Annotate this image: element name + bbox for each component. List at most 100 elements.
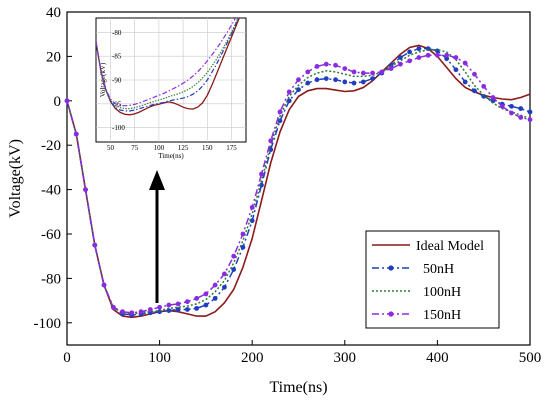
data-point <box>351 80 357 86</box>
data-point <box>425 52 431 58</box>
x-tick-label: 300 <box>334 350 357 366</box>
data-point <box>92 242 98 248</box>
x-axis-title: Time(ns) <box>269 379 327 396</box>
data-point <box>407 49 413 55</box>
data-point <box>222 271 227 277</box>
data-point <box>231 267 237 272</box>
y-tick-label: -20 <box>41 138 61 154</box>
data-point <box>212 295 218 301</box>
data-point <box>296 87 301 93</box>
data-point <box>203 302 209 308</box>
y-tick-label: -60 <box>41 227 61 243</box>
data-point <box>360 79 366 85</box>
y-tick-label: -100 <box>34 316 62 332</box>
plot-frame <box>66 11 531 346</box>
x-tick-label: 500 <box>519 350 542 366</box>
data-point <box>407 58 413 64</box>
data-point <box>527 109 533 115</box>
data-point <box>277 109 283 115</box>
inset-x-axis-title: Time(ns) <box>158 152 184 160</box>
legend-label: 100nH <box>423 285 461 300</box>
data-point <box>416 46 422 52</box>
data-point <box>129 310 135 316</box>
data-point <box>518 115 524 120</box>
data-point <box>240 244 246 250</box>
data-point <box>203 291 209 297</box>
inset-y-tick-label: -85 <box>112 53 122 61</box>
series-line-ideal-model <box>66 44 531 319</box>
data-point <box>360 70 366 76</box>
data-point <box>222 284 227 290</box>
data-point <box>416 55 422 60</box>
data-point <box>490 95 496 100</box>
data-point <box>184 299 190 305</box>
data-point <box>259 171 264 177</box>
data-point <box>351 69 357 75</box>
data-point <box>472 88 477 94</box>
data-point <box>194 295 200 301</box>
legend-label: Ideal Model <box>416 239 484 254</box>
data-point <box>388 66 394 72</box>
data-point <box>342 79 348 85</box>
data-point <box>305 69 311 75</box>
data-point <box>120 309 125 315</box>
y-axis-title: Voltage(kV) <box>7 139 24 218</box>
y-tick-label: -40 <box>41 183 61 199</box>
annotation-arrow-head <box>149 170 165 190</box>
main-plot: 0 100 200 300 400 500 -100 -80 -60 -40 -20 0 20 40 Tim… <box>7 5 541 396</box>
data-point <box>323 76 329 81</box>
data-point <box>462 60 468 66</box>
inset-x-tick-label: 125 <box>178 144 189 152</box>
legend-box <box>365 230 500 329</box>
inset-x-tick-label: 50 <box>107 144 115 152</box>
data-point <box>212 282 218 288</box>
data-point <box>83 187 88 193</box>
data-point <box>397 55 403 60</box>
inset-series-line-100nh <box>96 18 239 110</box>
data-point <box>249 204 255 210</box>
inset-y-tick-label: -90 <box>112 77 122 85</box>
inset-series-line-150nh <box>96 18 237 107</box>
inset-plot: 50 75 100 125 150 175-100-95-90-85-80Time(ns)… <box>95 17 247 160</box>
data-point <box>64 98 70 104</box>
data-point <box>323 61 329 67</box>
data-point <box>379 69 385 75</box>
y-tick-label: -80 <box>41 271 61 287</box>
inset-x-tick-label: 175 <box>226 144 237 152</box>
legend-label: 150nH <box>423 308 461 323</box>
x-tick-label: 400 <box>426 350 449 366</box>
inset-x-tick-label: 75 <box>131 144 139 152</box>
data-point <box>175 307 181 312</box>
x-tick-label: 0 <box>63 350 71 366</box>
data-point <box>333 62 338 68</box>
data-point <box>499 103 505 109</box>
data-point <box>110 304 116 310</box>
y-tick-label: 0 <box>54 94 62 110</box>
data-point <box>184 307 190 312</box>
data-point <box>194 305 200 311</box>
inset-series-line-50nh <box>96 18 240 112</box>
data-point <box>435 52 440 58</box>
legend-marker <box>388 311 394 317</box>
inset-y-tick-label: -100 <box>112 124 125 132</box>
data-point <box>101 282 107 288</box>
data-point <box>453 67 459 73</box>
data-point <box>138 309 144 315</box>
legend: Ideal Model 50nH 100nH 150nH <box>365 230 500 329</box>
data-point <box>472 71 477 77</box>
data-point <box>231 253 237 259</box>
data-point <box>397 61 403 67</box>
data-point <box>314 77 320 83</box>
data-point <box>444 52 450 58</box>
data-point <box>370 70 375 76</box>
data-point <box>444 56 450 62</box>
data-point <box>314 63 320 69</box>
y-tick-label: 20 <box>46 49 61 65</box>
data-point <box>166 302 172 308</box>
data-point <box>453 55 459 60</box>
inset-x-tick-label: 100 <box>154 144 165 152</box>
inset-y-tick-label: -80 <box>112 29 122 37</box>
data-point <box>481 93 487 99</box>
data-point <box>333 77 338 83</box>
